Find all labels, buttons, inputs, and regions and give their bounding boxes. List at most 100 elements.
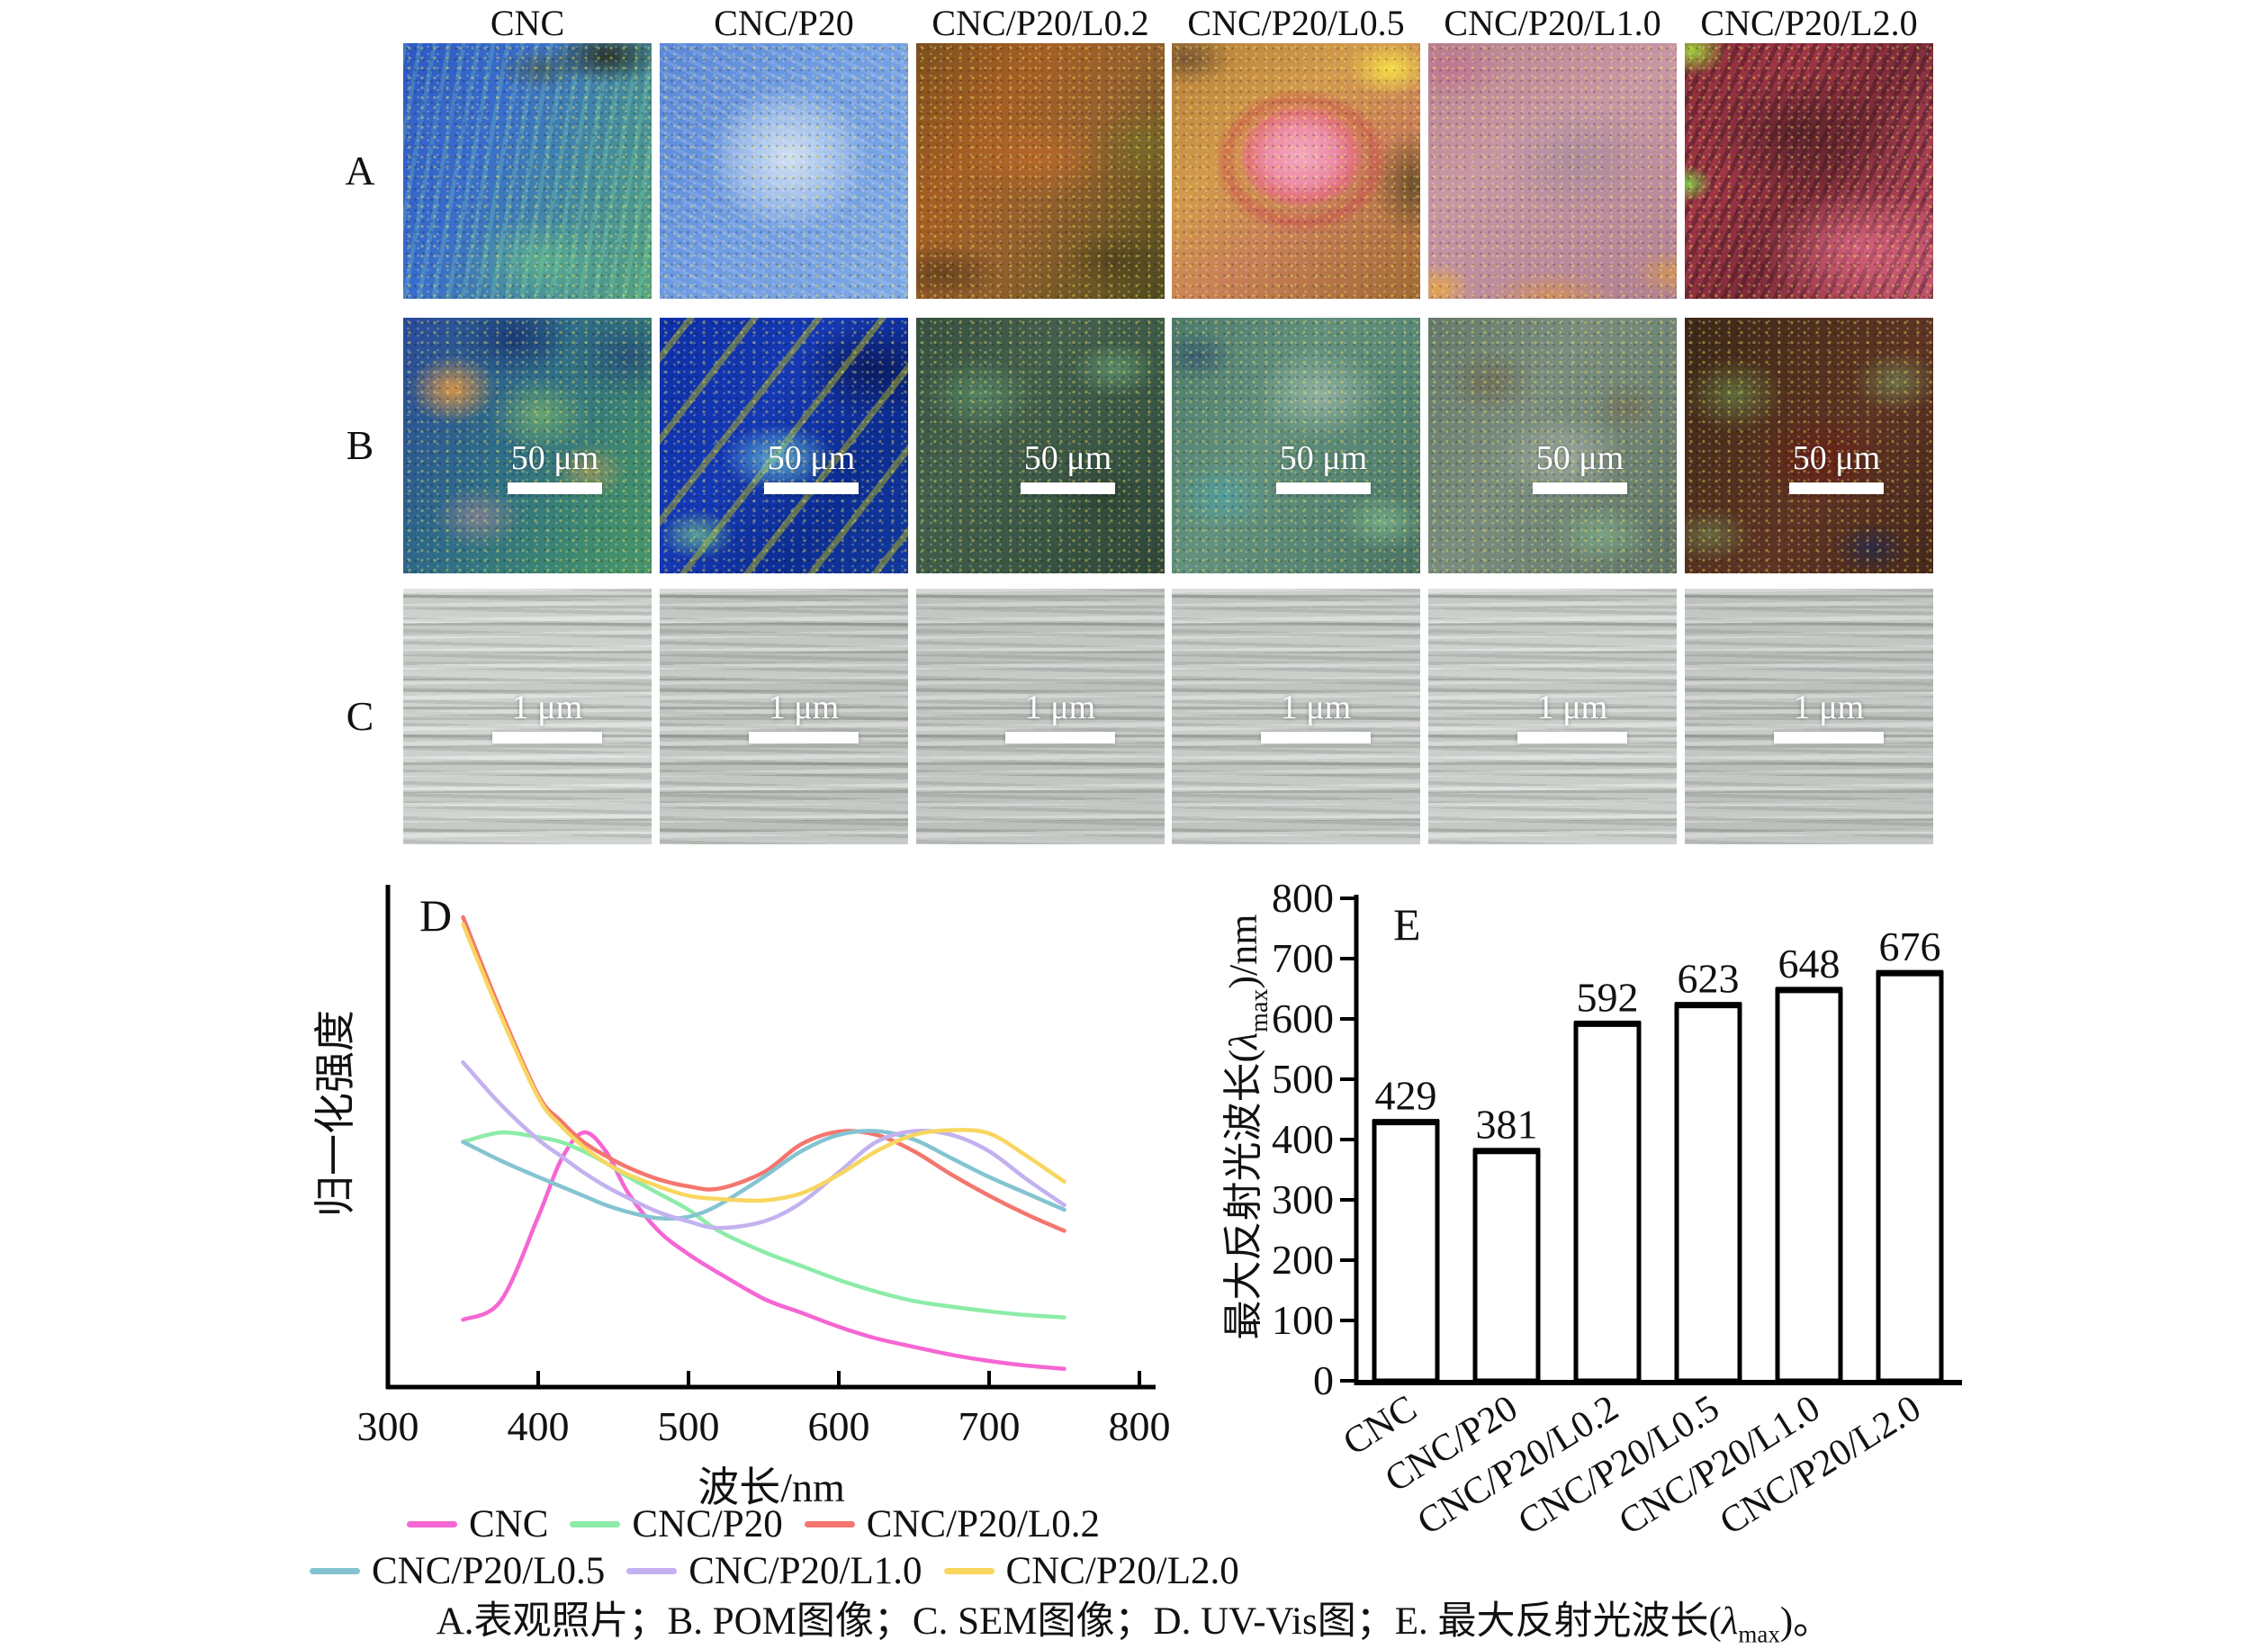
scale-bar: 50 μm bbox=[1021, 440, 1115, 494]
e-y-tick-label: 300 bbox=[1272, 1176, 1334, 1222]
e-bar-value: 648 bbox=[1778, 941, 1840, 987]
uvvis-line-chart: 300 400 500 600 700 800 波长/nm 归一化强度 D bbox=[312, 885, 1171, 1510]
d-xaxis-title: 波长/nm bbox=[698, 1464, 845, 1510]
scale-bar-label: 1 μm bbox=[511, 689, 583, 726]
scale-bar: 50 μm bbox=[1533, 440, 1627, 494]
legend-item-cnc-p20-l0-2: CNC/P20/L0.2 bbox=[804, 1502, 1100, 1546]
e-y-tick-label: 500 bbox=[1272, 1056, 1334, 1102]
e-bar-cnc bbox=[1372, 1120, 1440, 1383]
d-x-tick-label: 600 bbox=[808, 1403, 870, 1449]
d-curve-cnc-p20-l2-0 bbox=[461, 922, 1066, 1203]
legend-dash-icon bbox=[407, 1520, 457, 1527]
d-yaxis-title: 归一化强度 bbox=[312, 1010, 358, 1217]
scale-bar-line bbox=[749, 732, 859, 743]
sem-image-cnc-p20-l0-5: 1 μm bbox=[1172, 589, 1420, 844]
photo-image-cnc-p20-l1-0 bbox=[1428, 43, 1677, 299]
legend-label: CNC/P20/L0.2 bbox=[866, 1502, 1100, 1545]
scale-bar: 1 μm bbox=[1005, 689, 1115, 743]
row-label-b: B bbox=[346, 422, 374, 468]
sem-image-cnc-p20-l1-0: 1 μm bbox=[1428, 589, 1677, 844]
legend-item-cnc-p20: CNC/P20 bbox=[570, 1502, 783, 1546]
e-panel-label: E bbox=[1393, 899, 1421, 950]
d-curve-cnc-p20-l1-0 bbox=[461, 1059, 1066, 1230]
photo-image-cnc-p20 bbox=[660, 43, 908, 299]
scale-bar-label: 50 μm bbox=[1535, 439, 1624, 477]
column-header-cnc-p20-l0-2: CNC/P20/L0.2 bbox=[932, 3, 1149, 43]
caption-lambda: λ bbox=[1721, 1600, 1739, 1643]
legend-item-cnc-p20-l0-5: CNC/P20/L0.5 bbox=[310, 1549, 605, 1593]
e-y-tick-label: 200 bbox=[1272, 1237, 1334, 1283]
pom-image-cnc: 50 μm bbox=[403, 318, 652, 573]
scale-bar-line bbox=[1276, 482, 1371, 494]
e-y-tick-label: 400 bbox=[1272, 1116, 1334, 1162]
legend-item-cnc-p20-l2-0: CNC/P20/L2.0 bbox=[943, 1549, 1239, 1593]
sem-image-cnc-p20-l2-0: 1 μm bbox=[1685, 589, 1933, 844]
legend-label: CNC/P20/L2.0 bbox=[1005, 1549, 1239, 1592]
d-x-tick-label: 400 bbox=[508, 1403, 570, 1449]
e-yaxis-title-suffix: )/nm bbox=[1221, 914, 1265, 988]
photo-image-cnc-p20-l2-0 bbox=[1685, 43, 1933, 299]
pom-image-cnc-p20-l0-5: 50 μm bbox=[1172, 318, 1420, 573]
e-bar-value: 592 bbox=[1577, 974, 1639, 1020]
scale-bar: 1 μm bbox=[1517, 689, 1627, 743]
scale-bar-label: 50 μm bbox=[1279, 439, 1368, 477]
caption-text-1: A.表观照片；B. POM图像；C. SEM图像；D. UV-Vis图；E. 最… bbox=[436, 1600, 1722, 1643]
scale-bar-line bbox=[508, 482, 602, 494]
e-y-tick-label: 100 bbox=[1272, 1297, 1334, 1343]
row-label-c: C bbox=[346, 693, 374, 739]
caption-lambda-sub: max bbox=[1738, 1620, 1780, 1648]
scale-bar-label: 50 μm bbox=[510, 439, 599, 477]
e-y-tick-label: 800 bbox=[1272, 875, 1334, 921]
d-x-tick-label: 800 bbox=[1109, 1403, 1171, 1449]
photo-image-cnc-p20-l0-5 bbox=[1172, 43, 1420, 299]
photo-image-cnc bbox=[403, 43, 652, 299]
scale-bar: 50 μm bbox=[1276, 440, 1371, 494]
legend-item-cnc: CNC bbox=[407, 1502, 548, 1546]
row-label-a: A bbox=[345, 148, 375, 194]
legend-label: CNC bbox=[469, 1502, 549, 1545]
scale-bar-label: 1 μm bbox=[1793, 689, 1865, 726]
d-curve-cnc-p20-l0-2 bbox=[461, 915, 1066, 1233]
legend-label: CNC/P20 bbox=[632, 1502, 783, 1545]
scale-bar: 1 μm bbox=[1261, 689, 1371, 743]
scale-bar-line bbox=[1021, 482, 1115, 494]
e-bar-cnc-p20 bbox=[1472, 1149, 1541, 1383]
legend-dash-icon bbox=[626, 1567, 678, 1574]
e-bar-cnc-p20-l0-5 bbox=[1674, 1003, 1742, 1383]
photo-image-cnc-p20-l0-2 bbox=[916, 43, 1165, 299]
scale-bar: 1 μm bbox=[749, 689, 859, 743]
scale-bar: 50 μm bbox=[1789, 440, 1884, 494]
e-y-tick-label: 700 bbox=[1272, 935, 1334, 981]
scale-bar-line bbox=[1261, 732, 1371, 743]
e-yaxis-title-prefix: 最大反射光波长( bbox=[1221, 1050, 1265, 1340]
legend-dash-icon bbox=[804, 1520, 855, 1527]
figure-caption: A.表观照片；B. POM图像；C. SEM图像；D. UV-Vis图；E. 最… bbox=[0, 1590, 2268, 1649]
pom-image-cnc-p20-l1-0: 50 μm bbox=[1428, 318, 1677, 573]
pom-image-cnc-p20-l2-0: 50 μm bbox=[1685, 318, 1933, 573]
e-bar-cnc-p20-l2-0 bbox=[1876, 970, 1944, 1383]
d-panel-label: D bbox=[419, 890, 452, 941]
chart-legend-row-1: CNC CNC/P20 CNC/P20/L0.2 bbox=[407, 1501, 1100, 1546]
legend-dash-icon bbox=[310, 1567, 360, 1574]
scale-bar-line bbox=[1533, 482, 1627, 494]
e-bar-value: 676 bbox=[1879, 924, 1941, 969]
column-header-cnc-p20-l0-5: CNC/P20/L0.5 bbox=[1187, 3, 1405, 43]
scale-bar-line bbox=[764, 482, 859, 494]
pom-image-cnc-p20: 50 μm bbox=[660, 318, 908, 573]
legend-dash-icon bbox=[943, 1567, 994, 1574]
scale-bar-line bbox=[1517, 732, 1627, 743]
e-yaxis-title-lambda: λ bbox=[1221, 1032, 1265, 1051]
legend-dash-icon bbox=[570, 1520, 621, 1527]
d-curve-cnc-p20-l0-5 bbox=[461, 1129, 1066, 1221]
scale-bar-label: 1 μm bbox=[1280, 689, 1352, 726]
pom-image-cnc-p20-l0-2: 50 μm bbox=[916, 318, 1165, 573]
scale-bar-label: 1 μm bbox=[1536, 689, 1608, 726]
legend-label: CNC/P20/L1.0 bbox=[688, 1549, 922, 1592]
d-curve-cnc-p20 bbox=[461, 1130, 1066, 1320]
scale-bar-line bbox=[1005, 732, 1115, 743]
e-y-tick-label: 600 bbox=[1272, 996, 1334, 1041]
d-x-tick-label: 700 bbox=[958, 1403, 1021, 1449]
sem-image-cnc-p20-l0-2: 1 μm bbox=[916, 589, 1165, 844]
e-bar-cnc-p20-l1-0 bbox=[1775, 987, 1843, 1383]
